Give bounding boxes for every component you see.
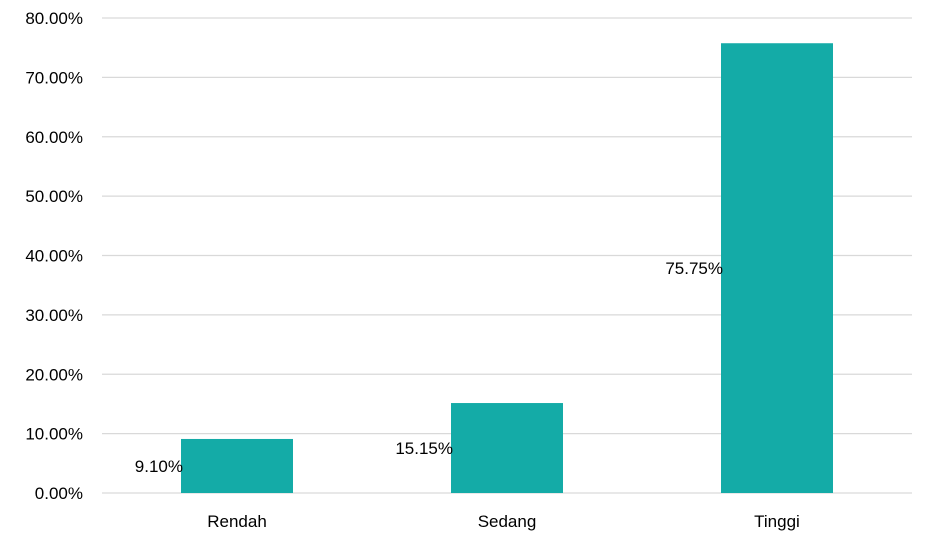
- bar-rendah: [181, 438, 293, 493]
- y-tick-label: 60.00%: [25, 128, 83, 147]
- y-axis-tick-labels: 0.00% 10.00% 20.00% 30.00% 40.00% 50.00% 60.00…: [25, 9, 83, 503]
- x-tick-label: Tinggi: [754, 512, 800, 531]
- data-label: 15.15%: [395, 439, 453, 458]
- x-tick-label: Sedang: [478, 512, 537, 531]
- y-tick-label: 70.00%: [25, 68, 83, 87]
- bar-sedang: [451, 403, 563, 493]
- y-tick-label: 30.00%: [25, 306, 83, 325]
- x-axis-tick-labels: Rendah Sedang Tinggi: [207, 512, 800, 531]
- y-tick-label: 50.00%: [25, 187, 83, 206]
- y-tick-label: 20.00%: [25, 365, 83, 384]
- x-tick-label: Rendah: [207, 512, 267, 531]
- bars: [181, 43, 833, 493]
- gridlines: [102, 17, 912, 494]
- bar-tinggi: [721, 43, 833, 493]
- data-label: 9.10%: [135, 457, 183, 476]
- y-tick-label: 10.00%: [25, 425, 83, 444]
- data-label: 75.75%: [665, 259, 723, 278]
- data-labels: 9.10% 15.15% 75.75%: [135, 259, 723, 476]
- y-tick-label: 0.00%: [35, 484, 83, 503]
- y-tick-label: 80.00%: [25, 9, 83, 28]
- y-tick-label: 40.00%: [25, 247, 83, 266]
